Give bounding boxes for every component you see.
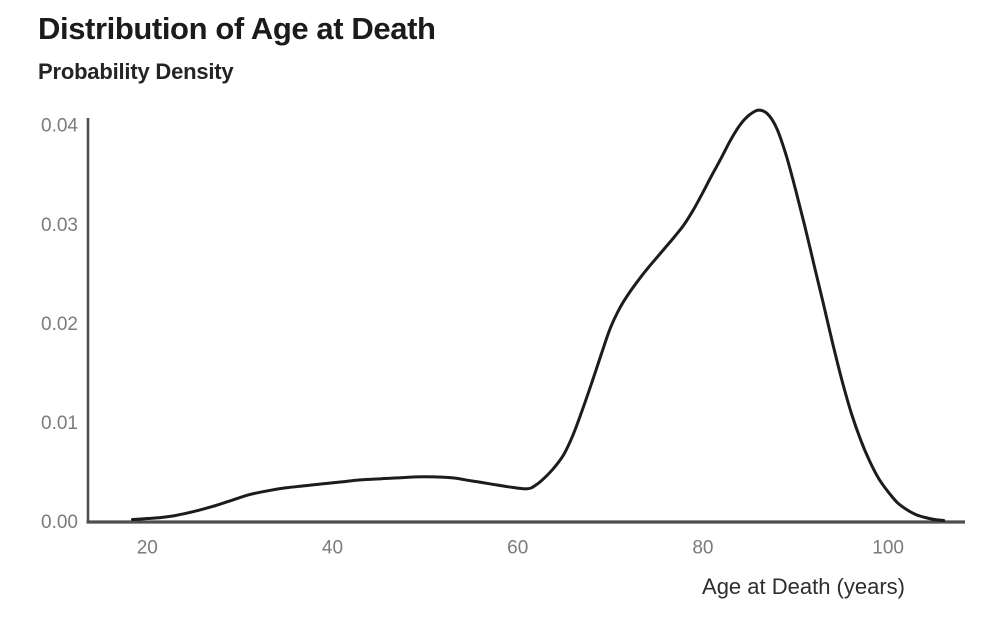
density-curve bbox=[131, 108, 946, 522]
x-tick-label: 100 bbox=[872, 538, 904, 559]
x-tick-label: 40 bbox=[322, 538, 343, 559]
y-tick-label: 0.02 bbox=[41, 314, 78, 335]
x-axis-title: Age at Death (years) bbox=[702, 574, 905, 599]
x-tick-label: 60 bbox=[507, 538, 528, 559]
y-tick-label: 0.01 bbox=[41, 413, 78, 434]
chart-title: Distribution of Age at Death bbox=[38, 11, 436, 46]
y-tick-label: 0.04 bbox=[41, 116, 78, 137]
y-axis-title: Probability Density bbox=[38, 59, 234, 84]
y-tick-label: 0.03 bbox=[41, 215, 78, 236]
y-tick-label: 0.00 bbox=[41, 512, 78, 533]
x-tick-label: 20 bbox=[137, 538, 158, 559]
x-tick-label: 80 bbox=[692, 538, 713, 559]
